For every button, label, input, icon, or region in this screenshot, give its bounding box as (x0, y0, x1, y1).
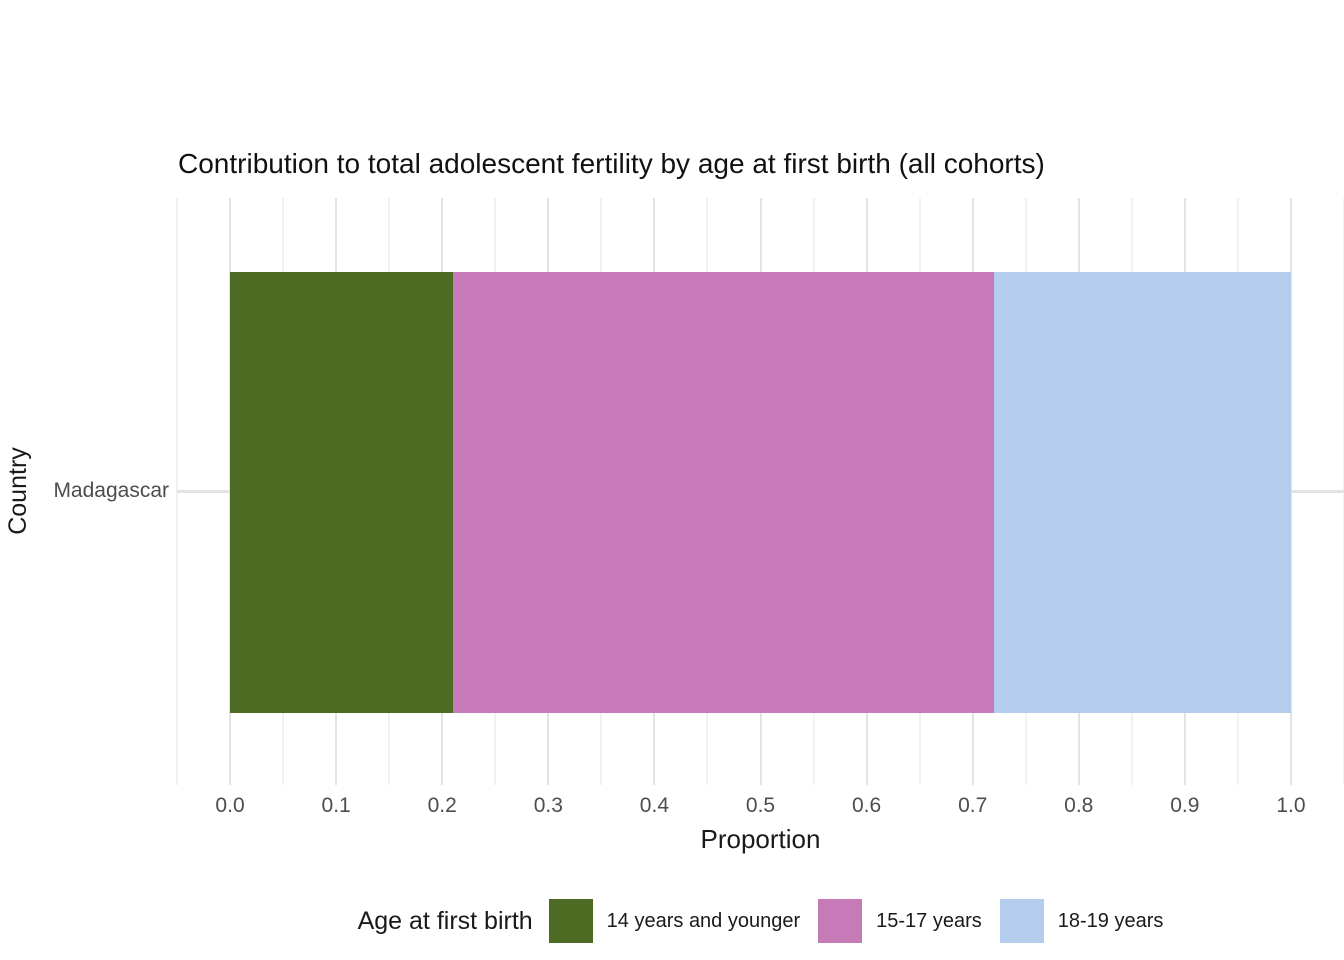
legend-title: Age at first birth (357, 906, 533, 935)
x-tick-label: 1.0 (1276, 794, 1306, 817)
legend-key-swatch (999, 899, 1044, 943)
x-tick-label: 0.3 (533, 794, 563, 817)
x-tick-label: 0.1 (321, 794, 351, 817)
bar-segment-15-17-years (452, 272, 994, 713)
x-tick-label: 0.7 (958, 794, 988, 817)
x-tick-label: 0.6 (851, 794, 882, 817)
legend-label: 18-19 years (1057, 909, 1164, 932)
legend-key-swatch (818, 899, 863, 943)
x-axis-title: Proportion (700, 824, 821, 854)
bar-segment-18-19-years (993, 272, 1291, 713)
x-tick-label: 0.2 (427, 794, 457, 817)
legend-label: 14 years and younger (606, 909, 801, 932)
y-tick-label-madagascar: Madagascar (53, 479, 169, 502)
legend-item: 18-19 years (999, 899, 1164, 943)
x-tick-label: 0.9 (1170, 794, 1200, 817)
legend: Age at first birth 14 years and younger 1… (177, 891, 1344, 951)
legend-item: 14 years and younger (548, 899, 801, 943)
plot-panel (176, 198, 1344, 785)
bar-segment-14-years-and-younger (230, 272, 453, 713)
x-tick-label: 0.8 (1064, 794, 1094, 817)
legend-item: 15-17 years (818, 899, 982, 943)
x-tick-label: 0.5 (745, 794, 776, 817)
legend-label: 15-17 years (876, 909, 982, 932)
legend-key-swatch (548, 899, 593, 943)
x-tick-label: 0.4 (639, 794, 670, 817)
chart-title: Contribution to total adolescent fertili… (178, 148, 1045, 179)
x-axis-tick-labels: 0.0 0.1 0.2 0.3 0.4 0.5 0.6 0.7 0.8 0.9 1.0 (177, 794, 1344, 818)
x-tick-label: 0.0 (215, 794, 245, 817)
